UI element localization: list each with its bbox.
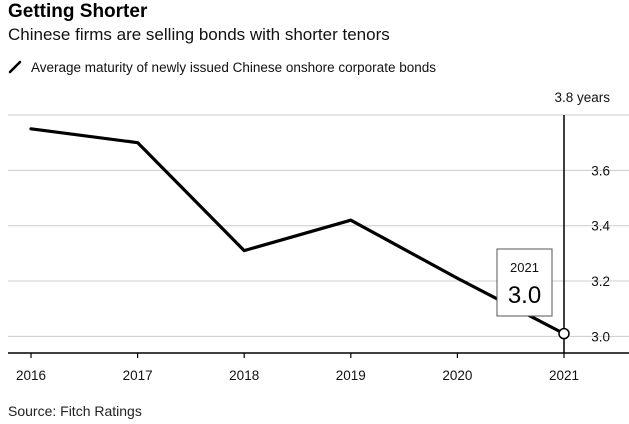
series-line bbox=[29, 127, 566, 336]
y-tick-label: 3.0 bbox=[591, 329, 610, 344]
latest-value-callout: 2021 3.0 bbox=[496, 248, 553, 317]
data-point-latest bbox=[558, 327, 570, 340]
y-tick-label: 3.2 bbox=[591, 274, 610, 289]
x-tick-label: 2017 bbox=[123, 368, 153, 383]
legend-line-icon bbox=[8, 60, 22, 74]
x-tick-label: 2020 bbox=[442, 368, 472, 383]
callout-box bbox=[496, 248, 553, 317]
source-note: Source: Fitch Ratings bbox=[8, 403, 142, 419]
x-tick-label: 2019 bbox=[336, 368, 366, 383]
x-tick-label: 2016 bbox=[16, 368, 46, 383]
chart-title: Getting Shorter bbox=[8, 1, 148, 22]
callout-value: 3.0 bbox=[508, 282, 541, 309]
callout-year: 2021 bbox=[510, 260, 539, 275]
y-tick-label: 3.4 bbox=[591, 219, 610, 234]
y-tick-label: 3.6 bbox=[591, 163, 610, 178]
legend: Average maturity of newly issued Chinese… bbox=[8, 58, 436, 76]
line-chart: 3.8 years 3.0 3.2 3.4 3.6 2016 2017 2018 2019 202… bbox=[8, 90, 629, 383]
chart-subtitle: Chinese firms are selling bonds with sho… bbox=[8, 25, 390, 44]
y-axis-top-label: 3.8 years bbox=[554, 90, 610, 105]
x-tick-label: 2018 bbox=[229, 368, 259, 383]
legend-label: Average maturity of newly issued Chinese… bbox=[31, 59, 436, 75]
x-tick-label: 2021 bbox=[549, 368, 579, 383]
